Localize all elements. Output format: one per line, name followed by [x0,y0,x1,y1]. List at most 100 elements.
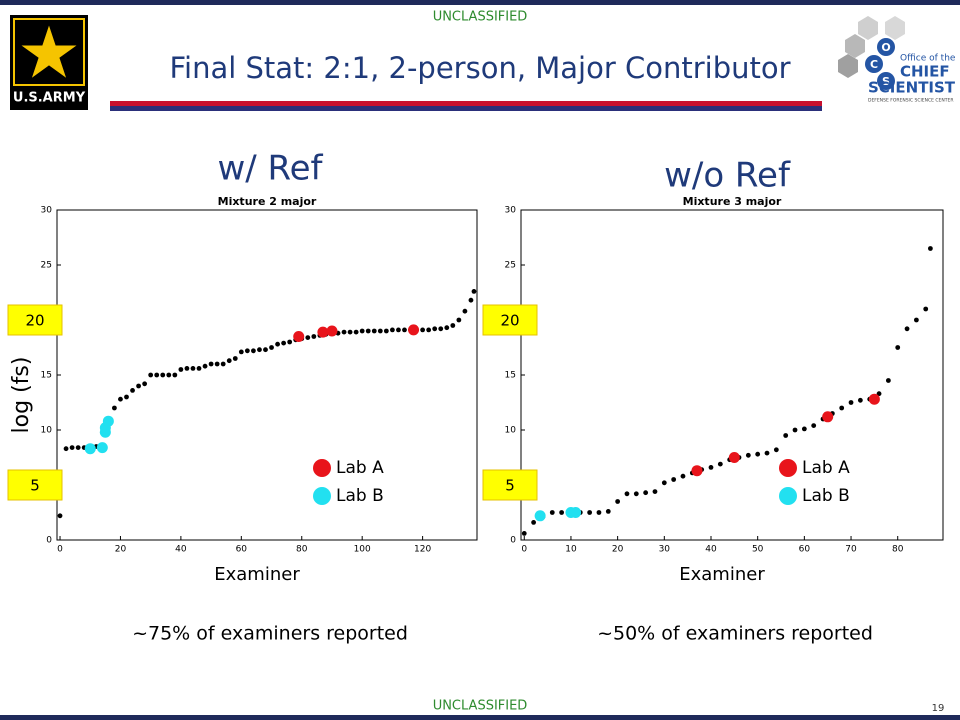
title-rule [110,101,822,106]
y-tick-label: 0 [46,536,52,546]
x-tick-label: 50 [752,545,764,555]
title-rule [110,106,822,111]
army-logo: U.S.ARMY [10,15,88,110]
x-tick-label: 0 [57,545,63,555]
x-tick-label: 0 [521,545,527,555]
x-tick-label: 20 [612,545,624,555]
legend-label: Lab B [336,486,384,506]
data-point [311,334,317,339]
data-point [365,328,371,334]
data-point [587,510,593,515]
data-point [534,510,546,522]
data-point [84,443,96,455]
data-point [154,372,160,378]
data-point [876,391,882,397]
data-point [923,306,929,312]
level-label: 20 [500,312,519,330]
data-point [708,465,714,470]
y-tick-label: 10 [505,426,517,436]
y-tick-label: 15 [41,371,52,381]
data-point [857,397,863,403]
data-point [287,339,293,345]
x-tick-label: 40 [175,545,187,555]
data-point [624,491,630,497]
level-label: 5 [30,477,40,495]
hexagon [838,54,858,78]
data-point [136,383,141,389]
ocs-circle [865,55,883,73]
data-point [764,450,770,456]
data-point [275,341,280,347]
y-tick-label: 0 [510,536,516,546]
data-point [456,317,462,323]
data-point [444,325,450,331]
ocs-letter: S [882,75,890,88]
data-point [371,328,377,334]
ocs-center: DEFENSE FORENSIC SCIENCE CENTER [868,98,953,104]
data-point [885,378,891,383]
y-tick-label: 25 [41,261,52,271]
data-point [166,372,172,378]
data-point [347,329,353,335]
level-box [7,469,63,501]
data-point [124,394,129,400]
data-point [745,452,751,458]
data-point [244,348,250,354]
data-point [755,451,761,457]
data-point [680,473,686,479]
caption: ~75% of examiners reported [132,623,408,645]
legend-label: Lab B [802,486,850,506]
y-tick-label: 25 [505,261,516,271]
top-bar [0,0,960,5]
data-point [281,340,287,346]
data-point [208,361,214,367]
data-point [178,367,184,372]
y-tick-label: 30 [41,206,53,216]
data-point [317,326,329,338]
x-axis-label: Examiner [679,564,765,585]
y-tick-label: 30 [505,206,517,216]
data-point [112,405,117,411]
y-axis-label: log (fs) [9,357,34,434]
data-point [220,361,226,367]
ocs-logo: O C S Office of the CHIEF SCIENTIST DEFE… [838,16,956,104]
x-tick-label: 30 [659,545,671,555]
data-point [783,433,789,438]
data-point [326,325,338,337]
army-star [18,22,80,81]
data-point [801,426,807,432]
caption: ~50% of examiners reported [597,623,873,645]
data-point [383,328,389,334]
data-point [904,326,910,332]
data-point [102,415,114,427]
legend-label: Lab A [802,458,850,478]
plot-title: Mixture 2 major [218,195,317,208]
data-point [184,366,190,371]
x-tick-label: 120 [414,545,431,555]
plot-title: Mixture 3 major [683,195,782,208]
level-label: 20 [25,312,44,330]
ocs-office: Office of the [900,54,956,64]
data-point [408,324,420,336]
data-point [549,510,555,515]
y-tick-label: 15 [505,371,516,381]
data-point [377,328,383,334]
data-point [402,327,407,333]
data-point [353,329,359,335]
data-point [570,507,582,518]
data-point [305,335,311,340]
ocs-circle [877,72,895,90]
data-point [196,366,202,371]
data-point [341,329,347,335]
data-point [263,347,268,353]
data-point [160,372,166,378]
data-point [471,289,477,294]
data-point [396,327,401,333]
data-point [426,327,432,333]
data-point [118,396,123,402]
data-point [238,349,244,355]
data-point [643,490,649,496]
data-point [927,246,933,251]
hexagon [845,34,865,58]
